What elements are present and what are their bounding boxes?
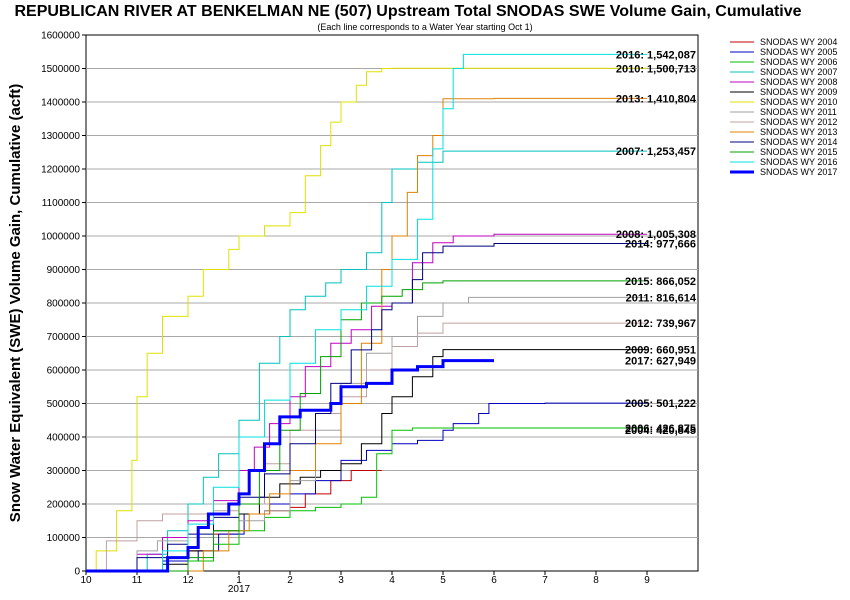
- legend-entry: SNODAS WY 2009: [760, 87, 837, 97]
- series-end-label: 2010: 1,500,713: [616, 63, 696, 75]
- y-tick-label: 900000: [47, 265, 81, 276]
- y-tick-label: 0: [74, 567, 80, 578]
- legend-entry: SNODAS WY 2007: [760, 67, 837, 77]
- y-tick-labels: 0 100000 200000 300000 400000 500000 600000 700…: [41, 31, 86, 578]
- x-tick-label: 2: [287, 575, 293, 586]
- series-line-snodas-wy-2016: [86, 53, 647, 572]
- series-end-label: 2011: 816,614: [626, 292, 697, 304]
- y-tick-label: 800000: [47, 299, 81, 310]
- y-tick-label: 1500000: [41, 64, 80, 75]
- x-tick-label: 8: [593, 575, 599, 586]
- y-tick-label: 1100000: [42, 198, 81, 209]
- legend-entry: SNODAS WY 2008: [760, 77, 837, 87]
- legend-entry: SNODAS WY 2014: [760, 137, 837, 147]
- y-tick-label: 700000: [47, 332, 81, 343]
- plot-area: 0 100000 200000 300000 400000 500000 600000 700…: [41, 31, 699, 595]
- x-tick-label: 11: [132, 575, 143, 586]
- x-tick-label: 5: [440, 575, 446, 586]
- series-lines: [86, 53, 647, 573]
- y-tick-label: 300000: [47, 466, 81, 477]
- x-tick-label: 12: [182, 575, 194, 586]
- legend-entry: SNODAS WY 2016: [760, 157, 837, 167]
- series-end-label: 2005: 501,222: [625, 398, 696, 410]
- y-axis-label: Snow Water Equivalent (SWE) Volume Gain,…: [7, 84, 24, 522]
- y-tick-label: 100000: [47, 533, 81, 544]
- x-tick-label: 6: [491, 575, 497, 586]
- series-end-label: 2013: 1,410,804: [616, 93, 697, 105]
- series-line-snodas-wy-2012: [86, 322, 647, 572]
- series-line-snodas-wy-2009: [86, 349, 647, 572]
- series-line-snodas-wy-2006: [86, 427, 647, 572]
- series-end-label: 2016: 1,542,087: [616, 49, 696, 61]
- series-line-snodas-wy-2017: [86, 359, 494, 573]
- legend-entry: SNODAS WY 2017: [760, 167, 837, 177]
- series-end-label: 2015: 866,052: [625, 276, 696, 288]
- y-tick-label: 400000: [47, 433, 81, 444]
- series-end-label: 2017: 627,949: [625, 356, 696, 368]
- series-end-label: 2014: 977,666: [625, 238, 696, 250]
- legend-entry: SNODAS WY 2013: [760, 127, 837, 137]
- legend-entry: SNODAS WY 2005: [760, 47, 837, 57]
- x-tick-labels: 10 11 12 1 2 3 4 5 6 7 8 9: [80, 571, 650, 586]
- x-tick-label: 10: [80, 575, 92, 586]
- series-end-label: 2008: 1,005,308: [616, 229, 696, 241]
- y-tick-label: 600000: [47, 366, 81, 377]
- series-end-label: 2009: 660,951: [625, 345, 696, 357]
- x-tick-label: 4: [389, 575, 395, 586]
- series-line-snodas-wy-2015: [86, 280, 647, 572]
- legend-entry: SNODAS WY 2011: [760, 107, 837, 117]
- y-tick-label: 1400000: [41, 98, 80, 109]
- series-end-label: 2004: 420,845: [625, 425, 696, 437]
- x-year-label: 2017: [228, 584, 251, 595]
- legend-entry: SNODAS WY 2010: [760, 97, 837, 107]
- series-end-label: 2007: 1,253,457: [616, 146, 696, 158]
- x-tick-label: 3: [338, 575, 344, 586]
- series-end-label: 2006: 426,875: [625, 423, 696, 435]
- y-tick-label: 500000: [47, 399, 81, 410]
- y-tick-label: 1200000: [41, 165, 80, 176]
- y-tick-label: 1600000: [41, 31, 80, 42]
- legend-entry: SNODAS WY 2015: [760, 147, 837, 157]
- legend-entry: SNODAS WY 2012: [760, 117, 837, 127]
- chart-title: REPUBLICAN RIVER AT BENKELMAN NE (507) U…: [14, 3, 801, 20]
- y-tick-label: 1300000: [41, 131, 80, 142]
- x-tick-label: 9: [644, 575, 650, 586]
- y-tick-label: 200000: [47, 500, 81, 511]
- legend-entry: SNODAS WY 2006: [760, 57, 837, 67]
- x-tick-label: 1: [236, 575, 242, 586]
- x-tick-label: 7: [542, 575, 548, 586]
- legend-entry: SNODAS WY 2004: [760, 37, 837, 47]
- series-end-labels: 2004: 420,845 2005: 501,222 2006: 426,875 2…: [616, 49, 697, 437]
- chart-subtitle: (Each line corresponds to a Water Year s…: [317, 22, 532, 32]
- series-end-label: 2012: 739,967: [625, 318, 696, 330]
- series-line-snodas-wy-2010: [86, 67, 647, 572]
- y-tick-label: 1000000: [41, 232, 80, 243]
